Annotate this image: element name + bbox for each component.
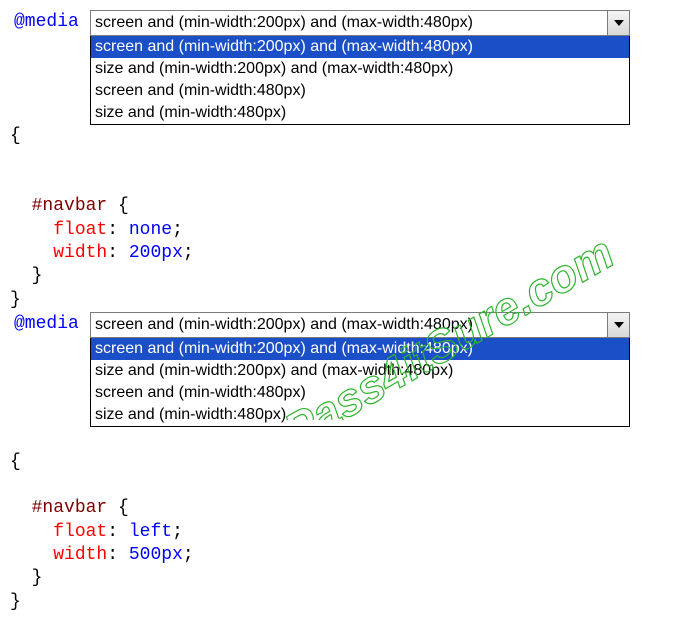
dropdown-1-item-1[interactable]: size and (min-width:200px) and (max-widt… [91,58,629,80]
prop-line-1a: float: none; [10,219,673,242]
prop-line-2b: width: 500px; [10,544,673,567]
dropdown-1-list: screen and (min-width:200px) and (max-wi… [90,36,630,125]
prop-line-2a: float: left; [10,521,673,544]
media-keyword-2: @media [10,312,90,334]
blank-4 [10,474,673,497]
chevron-down-icon[interactable] [607,11,629,35]
brace-close-2: } [10,591,673,614]
blank-1 [10,148,673,171]
media-row-1: @media screen and (min-width:200px) and … [10,10,673,125]
brace-close-1: } [10,289,673,312]
media-row-2: @media screen and (min-width:200px) and … [10,312,673,427]
dropdown-2-item-0[interactable]: screen and (min-width:200px) and (max-wi… [91,338,629,360]
chevron-down-icon[interactable] [607,313,629,337]
dropdown-1-item-3[interactable]: size and (min-width:480px) [91,102,629,124]
brace-close-inner-1: } [10,265,673,288]
brace-open-1: { [10,125,673,148]
media-keyword-1: @media [10,10,90,32]
dropdown-1-item-2[interactable]: screen and (min-width:480px) [91,80,629,102]
dropdown-2-item-1[interactable]: size and (min-width:200px) and (max-widt… [91,360,629,382]
blank-3 [10,427,673,450]
dropdown-2-head[interactable]: screen and (min-width:200px) and (max-wi… [90,312,630,338]
brace-open-2: { [10,451,673,474]
dropdown-2-item-3[interactable]: size and (min-width:480px) [91,404,629,426]
dropdown-2: screen and (min-width:200px) and (max-wi… [90,312,630,427]
dropdown-2-item-2[interactable]: screen and (min-width:480px) [91,382,629,404]
blank-2 [10,172,673,195]
dropdown-1-head-text: screen and (min-width:200px) and (max-wi… [91,14,607,32]
dropdown-1-head[interactable]: screen and (min-width:200px) and (max-wi… [90,10,630,36]
dropdown-1-item-0[interactable]: screen and (min-width:200px) and (max-wi… [91,36,629,58]
selector-line-1: #navbar { [10,195,673,218]
dropdown-2-head-text: screen and (min-width:200px) and (max-wi… [91,316,607,334]
prop-line-1b: width: 200px; [10,242,673,265]
dropdown-1: screen and (min-width:200px) and (max-wi… [90,10,630,125]
brace-close-inner-2: } [10,567,673,590]
selector-line-2: #navbar { [10,497,673,520]
dropdown-2-list: screen and (min-width:200px) and (max-wi… [90,338,630,427]
